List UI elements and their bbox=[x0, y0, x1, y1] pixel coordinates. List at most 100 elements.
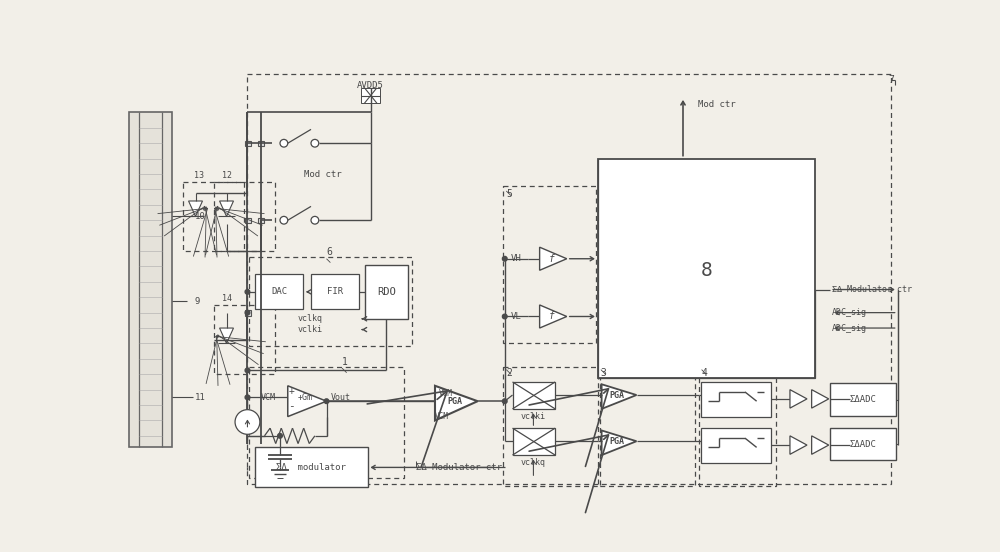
Text: ADC_sig: ADC_sig bbox=[832, 308, 867, 317]
Text: vclki: vclki bbox=[298, 325, 323, 334]
Bar bbox=[258, 141, 264, 146]
Circle shape bbox=[502, 257, 507, 261]
Text: +: + bbox=[289, 386, 295, 396]
Text: 13: 13 bbox=[194, 171, 204, 180]
Text: 6: 6 bbox=[326, 247, 332, 257]
Bar bbox=[311, 274, 359, 309]
Circle shape bbox=[235, 410, 260, 434]
Bar bbox=[598, 158, 815, 378]
Polygon shape bbox=[790, 436, 807, 454]
Text: 8: 8 bbox=[700, 261, 712, 280]
Bar bbox=[698, 367, 776, 486]
Text: 14: 14 bbox=[222, 294, 232, 304]
Bar bbox=[701, 382, 771, 417]
Text: ΣΔ  modulator: ΣΔ modulator bbox=[276, 463, 346, 472]
Polygon shape bbox=[812, 436, 829, 454]
Circle shape bbox=[280, 216, 288, 224]
Text: 4: 4 bbox=[702, 368, 707, 378]
Bar bbox=[830, 384, 896, 416]
Polygon shape bbox=[220, 328, 234, 343]
Bar bbox=[598, 367, 695, 486]
Text: 10: 10 bbox=[195, 212, 206, 221]
Text: VCM: VCM bbox=[435, 412, 449, 421]
Polygon shape bbox=[602, 431, 637, 455]
Circle shape bbox=[311, 140, 319, 147]
Bar bbox=[255, 274, 303, 309]
Text: Mod ctr: Mod ctr bbox=[304, 169, 341, 178]
Bar bbox=[214, 305, 275, 374]
Bar bbox=[249, 367, 404, 478]
Text: DAC: DAC bbox=[271, 288, 287, 296]
Text: f: f bbox=[548, 254, 554, 264]
Bar bbox=[183, 182, 244, 251]
Bar bbox=[245, 141, 251, 146]
Text: 7: 7 bbox=[889, 75, 895, 85]
Text: 11: 11 bbox=[195, 393, 206, 402]
Text: 3: 3 bbox=[601, 368, 607, 378]
Polygon shape bbox=[790, 390, 807, 408]
Text: AVDD5: AVDD5 bbox=[357, 81, 384, 90]
Text: Vout: Vout bbox=[330, 393, 350, 402]
Text: f: f bbox=[548, 311, 554, 321]
Polygon shape bbox=[288, 386, 326, 417]
Circle shape bbox=[278, 433, 282, 438]
Text: vclkq: vclkq bbox=[521, 458, 546, 468]
Text: VCM: VCM bbox=[439, 389, 453, 398]
Circle shape bbox=[324, 399, 329, 404]
Text: ΣΔADC: ΣΔADC bbox=[849, 440, 876, 449]
Polygon shape bbox=[540, 247, 567, 270]
Text: +Gm: +Gm bbox=[298, 393, 313, 402]
Text: 12: 12 bbox=[222, 171, 232, 180]
Bar bbox=[249, 257, 412, 346]
Text: 5: 5 bbox=[506, 189, 512, 199]
Text: 9: 9 bbox=[195, 296, 200, 306]
Bar bbox=[503, 185, 596, 343]
Bar bbox=[512, 382, 555, 409]
Bar bbox=[129, 113, 172, 447]
Text: PGA: PGA bbox=[447, 397, 462, 406]
Text: Mod ctr: Mod ctr bbox=[698, 100, 736, 109]
Text: VL: VL bbox=[511, 312, 522, 321]
Text: VCM: VCM bbox=[261, 393, 276, 402]
Text: vclkq: vclkq bbox=[298, 314, 323, 323]
Polygon shape bbox=[540, 305, 567, 328]
Text: VH: VH bbox=[511, 254, 522, 263]
Text: ΣΔ Modulator ctr: ΣΔ Modulator ctr bbox=[416, 463, 502, 472]
Bar bbox=[214, 182, 275, 251]
Text: ADC_sig: ADC_sig bbox=[832, 323, 867, 332]
Text: FIR: FIR bbox=[327, 288, 343, 296]
Text: 1: 1 bbox=[342, 357, 348, 367]
Polygon shape bbox=[220, 201, 234, 216]
Circle shape bbox=[280, 140, 288, 147]
Bar bbox=[503, 367, 600, 486]
Polygon shape bbox=[812, 390, 829, 408]
Bar bbox=[701, 428, 771, 463]
Circle shape bbox=[502, 314, 507, 319]
Bar bbox=[258, 218, 264, 224]
Polygon shape bbox=[602, 384, 637, 409]
Bar bbox=[245, 218, 251, 224]
Bar bbox=[365, 265, 408, 319]
Bar bbox=[247, 74, 891, 484]
Text: PGA: PGA bbox=[610, 390, 625, 400]
Text: vclki: vclki bbox=[521, 412, 546, 421]
Text: PGA: PGA bbox=[610, 437, 625, 445]
Circle shape bbox=[311, 216, 319, 224]
Circle shape bbox=[245, 395, 250, 400]
Text: ΣΔ Modulator ctr: ΣΔ Modulator ctr bbox=[832, 285, 912, 294]
Polygon shape bbox=[189, 201, 202, 216]
Bar bbox=[361, 88, 380, 103]
Text: RDO: RDO bbox=[377, 287, 396, 297]
Circle shape bbox=[245, 290, 250, 294]
Text: 2: 2 bbox=[506, 368, 512, 378]
Bar bbox=[512, 428, 555, 455]
Text: -: - bbox=[288, 402, 295, 412]
Text: ΣΔADC: ΣΔADC bbox=[849, 395, 876, 404]
Bar bbox=[830, 428, 896, 460]
Bar bbox=[245, 310, 251, 316]
Circle shape bbox=[245, 310, 250, 315]
Circle shape bbox=[502, 399, 507, 404]
Polygon shape bbox=[435, 386, 478, 421]
Bar bbox=[255, 447, 368, 487]
Circle shape bbox=[245, 368, 250, 373]
